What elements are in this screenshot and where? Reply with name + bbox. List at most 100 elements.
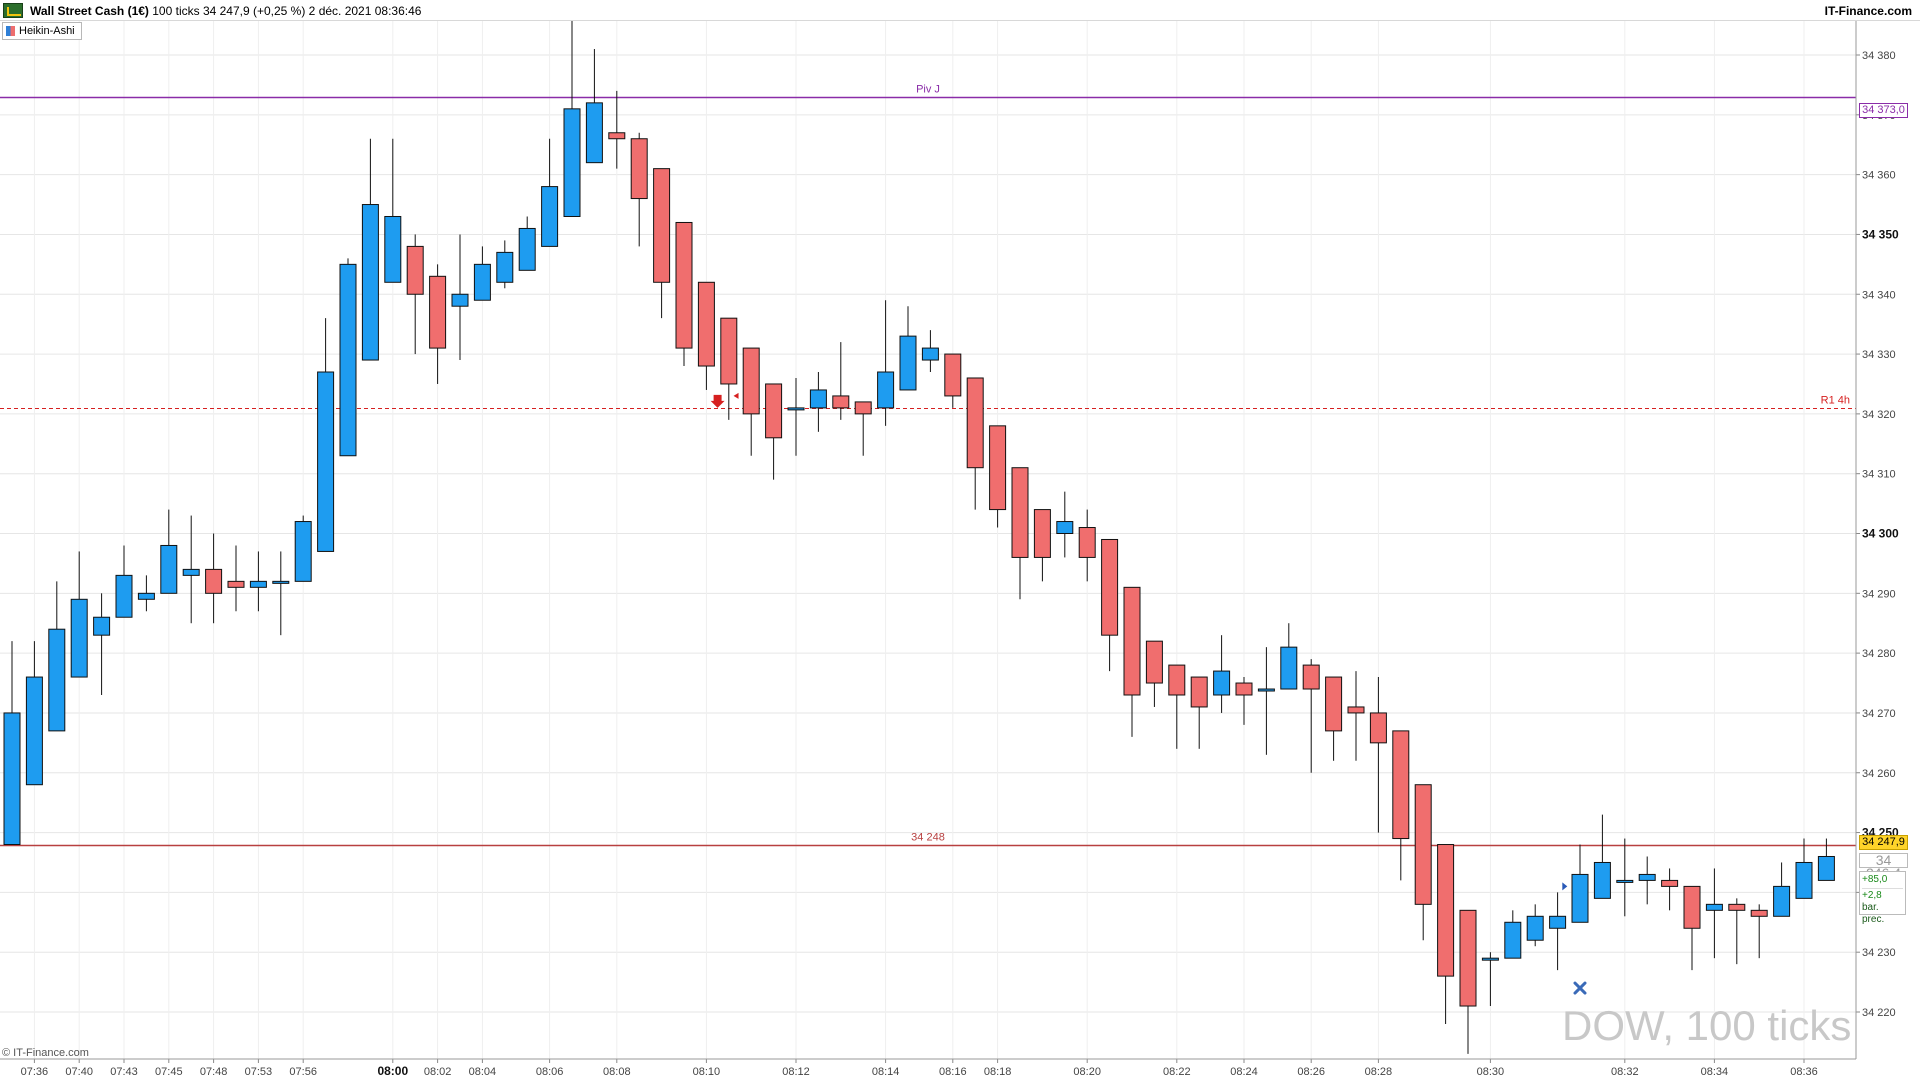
- x-tick-label: 08:24: [1230, 1066, 1258, 1078]
- level-line-label: 34 248: [911, 832, 945, 844]
- candle-body: [1504, 921, 1522, 959]
- candle: [205, 533, 223, 624]
- x-tick-label: 08:36: [1790, 1066, 1818, 1078]
- x-tick-label: 08:04: [469, 1066, 497, 1078]
- last-price-box: 34 247,9: [1859, 835, 1908, 850]
- candle-body: [294, 521, 312, 582]
- candle-body: [742, 347, 760, 415]
- candle: [1033, 509, 1051, 582]
- candle: [1190, 676, 1208, 749]
- footer-source: © IT-Finance.com: [2, 1047, 89, 1059]
- candle-body: [1728, 903, 1746, 911]
- candle: [765, 383, 783, 480]
- level-lines: Piv J R1 4h 34 248: [0, 84, 1856, 847]
- candle-body: [787, 407, 805, 411]
- candle: [1795, 838, 1813, 899]
- y-tick-label: 34 320: [1862, 409, 1896, 421]
- candle-body: [944, 353, 962, 397]
- x-tick-label: 08:28: [1365, 1066, 1393, 1078]
- candle-body: [585, 102, 603, 164]
- candle: [899, 306, 917, 391]
- candle: [1302, 659, 1320, 773]
- candle: [182, 515, 200, 624]
- candle-body: [361, 204, 379, 361]
- candle: [272, 551, 290, 636]
- brand-name[interactable]: IT-Finance.com: [1824, 4, 1912, 18]
- candle: [1481, 952, 1499, 1007]
- candle-body: [1101, 538, 1119, 636]
- candle: [854, 401, 872, 456]
- small-triangle-icon: [1562, 882, 1568, 891]
- candle: [787, 377, 805, 456]
- candle-body: [1437, 844, 1455, 977]
- x-tick-label: 08:34: [1701, 1066, 1729, 1078]
- candle: [160, 509, 178, 594]
- markers: [710, 392, 1587, 995]
- candles: [3, 13, 1835, 1054]
- candle-body: [989, 425, 1007, 511]
- candle: [1571, 844, 1589, 923]
- candle: [697, 281, 715, 390]
- candle-body: [921, 347, 939, 361]
- candle: [1325, 676, 1343, 761]
- candle: [1705, 868, 1723, 959]
- y-tick-label: 34 300: [1862, 527, 1899, 541]
- candle: [496, 240, 514, 289]
- candle-body: [1705, 903, 1723, 911]
- candle: [3, 641, 21, 846]
- chart-watermark: DOW, 100 ticks: [1562, 1002, 1852, 1049]
- candle-body: [1481, 957, 1499, 961]
- candle: [1526, 904, 1544, 947]
- candle-body: [137, 592, 155, 600]
- candle: [877, 300, 895, 426]
- candle-body: [1213, 670, 1231, 696]
- heikin-ashi-icon: [6, 26, 15, 36]
- candle-body: [1325, 676, 1343, 732]
- candle: [1728, 898, 1746, 965]
- candle-body: [1392, 730, 1410, 840]
- candle-body: [832, 395, 850, 409]
- candle: [70, 551, 88, 678]
- candle-body: [1145, 640, 1163, 684]
- candle: [989, 425, 1007, 528]
- candle: [1392, 730, 1410, 881]
- y-tick-label: 34 260: [1862, 768, 1896, 780]
- x-tick-label: 08:20: [1073, 1066, 1101, 1078]
- candle: [406, 234, 424, 355]
- candle-body: [765, 383, 783, 439]
- candle-body: [809, 389, 827, 409]
- x-tick-label: 07:43: [110, 1066, 138, 1078]
- candle-body: [1369, 712, 1387, 744]
- candle: [1145, 640, 1163, 707]
- candle: [1414, 784, 1432, 941]
- indicator-tag[interactable]: Heikin-Ashi: [2, 22, 82, 40]
- chart-app-icon[interactable]: [3, 3, 23, 18]
- candle-body: [1414, 784, 1432, 905]
- candle-body: [608, 132, 626, 140]
- candle: [361, 138, 379, 361]
- candle-body: [1571, 873, 1589, 923]
- candle: [653, 168, 671, 319]
- candle-body: [1459, 909, 1477, 1007]
- candle-body: [451, 293, 469, 307]
- previous-price-box: 34 246,4: [1859, 853, 1908, 880]
- candle: [1056, 491, 1074, 558]
- candle: [675, 221, 693, 367]
- candle-body: [317, 371, 335, 552]
- candle: [473, 246, 491, 301]
- candle: [608, 90, 626, 169]
- candle-body: [272, 580, 290, 584]
- candle-body: [429, 275, 447, 349]
- candle-body: [675, 221, 693, 349]
- candle: [966, 377, 984, 510]
- x-tick-label: 07:40: [65, 1066, 93, 1078]
- candle: [1078, 509, 1096, 582]
- candle-body: [1638, 873, 1656, 881]
- x-tick-label: 08:08: [603, 1066, 631, 1078]
- candle: [1616, 838, 1634, 917]
- x-tick-label: 08:12: [782, 1066, 810, 1078]
- candle-body: [563, 108, 581, 217]
- candle-body: [1526, 915, 1544, 941]
